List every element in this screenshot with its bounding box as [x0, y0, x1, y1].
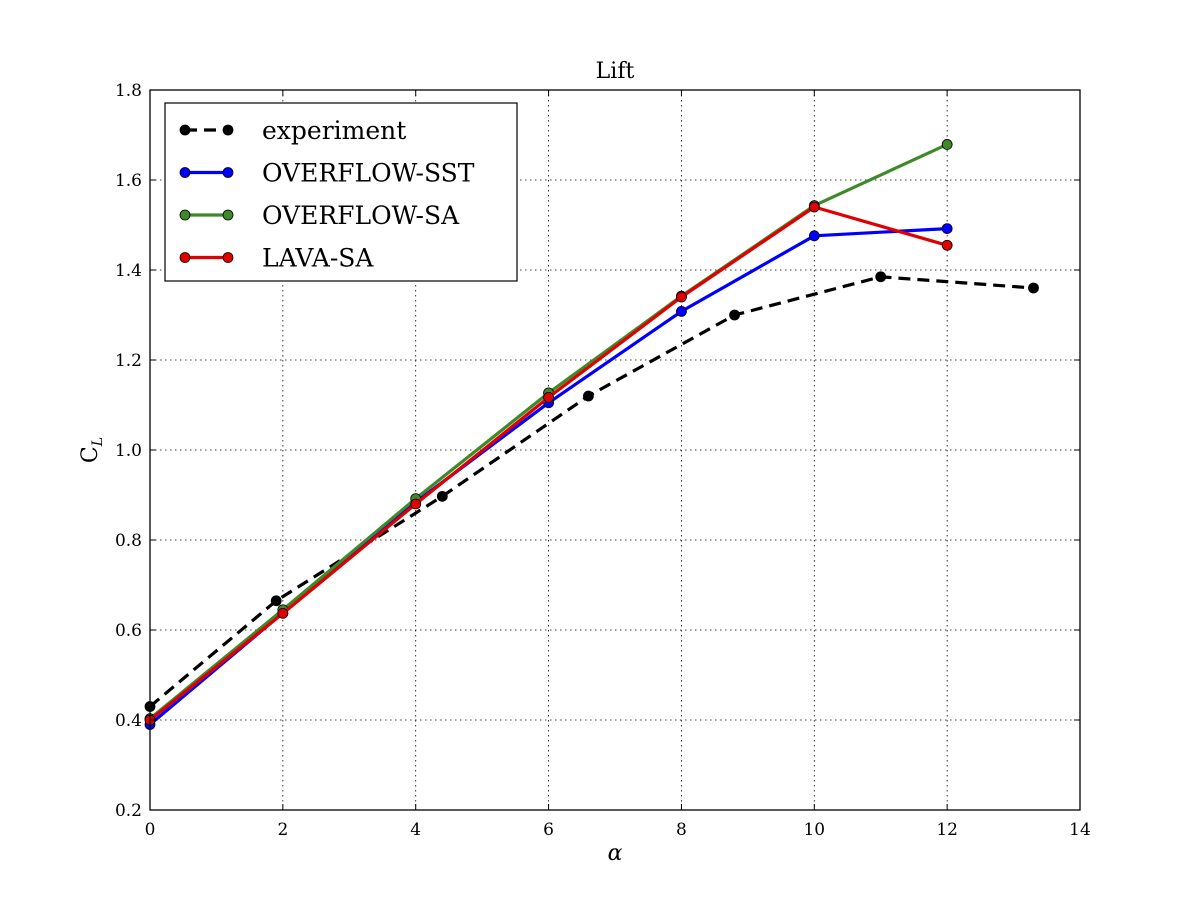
- legend-marker-overflow-sst: [179, 167, 191, 178]
- series-experiment: [144, 271, 1039, 712]
- x-tick-label: 2: [277, 820, 288, 840]
- data-point-overflow-sa: [941, 139, 953, 150]
- y-tick-label: 1.2: [115, 351, 142, 371]
- legend: experiment OVERFLOW-SST OVERFLOW-SA LAVA-SA: [164, 102, 518, 282]
- legend-marker-overflow-sa: [222, 209, 234, 221]
- x-tick-label: 12: [936, 820, 958, 840]
- y-tick-label: 1.6: [115, 171, 142, 191]
- y-axis-label: CL: [78, 437, 106, 463]
- y-tick-label: 0.8: [115, 531, 142, 551]
- series-lava-sa: [144, 201, 953, 726]
- y-tick-label: 1.8: [115, 81, 142, 101]
- legend-label-overflow-sa: OVERFLOW-SA: [262, 201, 460, 230]
- legend-item-lava-sa: LAVA-SA: [179, 244, 374, 273]
- legend-label-experiment: experiment: [262, 116, 406, 145]
- y-tick-label: 1.0: [115, 441, 142, 461]
- legend-marker-lava-sa: [222, 252, 234, 263]
- data-point-lava-sa: [277, 607, 289, 619]
- legend-item-overflow-sa: OVERFLOW-SA: [179, 201, 460, 230]
- y-tick-label: 0.6: [115, 621, 142, 641]
- x-axis-label: α: [608, 841, 623, 866]
- y-axis-label-main: C: [78, 446, 103, 463]
- x-tick-label: 10: [803, 820, 825, 840]
- legend-marker-experiment: [179, 124, 191, 136]
- data-point-experiment: [270, 595, 282, 607]
- x-tick-label: 14: [1069, 820, 1091, 840]
- svg-text:CL: CL: [78, 437, 106, 463]
- data-point-experiment: [583, 390, 594, 402]
- legend-label-overflow-sst: OVERFLOW-SST: [262, 159, 475, 188]
- data-point-experiment: [436, 490, 448, 502]
- data-point-lava-sa: [410, 498, 422, 510]
- legend-item-overflow-sst: OVERFLOW-SST: [179, 159, 475, 188]
- legend-marker-overflow-sa: [179, 209, 191, 221]
- data-point-lava-sa: [808, 201, 820, 213]
- series-layer: [144, 139, 1039, 730]
- data-point-experiment: [1028, 282, 1039, 294]
- legend-marker-experiment: [222, 124, 234, 136]
- legend-marker-overflow-sst: [222, 167, 234, 178]
- grid: [150, 90, 1080, 810]
- data-point-lava-sa: [543, 391, 554, 403]
- data-point-experiment: [875, 271, 887, 283]
- chart-title: Lift: [596, 59, 635, 84]
- x-tick-label: 8: [676, 820, 687, 840]
- y-axis-label-sub: L: [90, 437, 106, 447]
- legend-marker-lava-sa: [179, 252, 191, 263]
- data-point-experiment: [729, 309, 740, 321]
- x-tick-label: 4: [410, 820, 421, 840]
- y-tick-label: 1.4: [115, 261, 142, 281]
- data-point-lava-sa: [676, 291, 687, 303]
- ticks: 0 2 4 6 8 10 12 14 0.2 0.4 0.6 0.8 1.0 1.2 1.4 1.6 1.8: [115, 81, 1091, 840]
- x-tick-label: 0: [145, 820, 156, 840]
- y-tick-label: 0.4: [115, 711, 142, 731]
- x-tick-label: 6: [543, 820, 554, 840]
- data-point-overflow-sst: [676, 305, 687, 317]
- legend-item-experiment: experiment: [179, 116, 406, 145]
- data-point-overflow-sst: [941, 223, 953, 235]
- data-point-overflow-sst: [808, 230, 820, 242]
- y-tick-label: 0.2: [115, 801, 142, 821]
- legend-label-lava-sa: LAVA-SA: [262, 244, 374, 273]
- data-point-lava-sa: [941, 239, 953, 251]
